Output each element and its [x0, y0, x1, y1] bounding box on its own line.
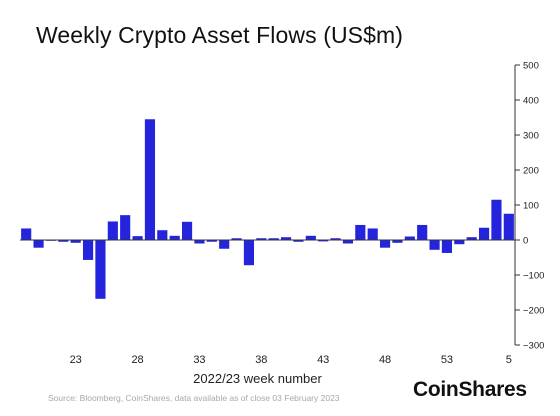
bar-week-20 [33, 240, 44, 248]
y-tick-label: 100 [523, 201, 539, 212]
bar-week-24 [82, 240, 94, 260]
bar-week-49 [392, 240, 403, 243]
bar-week-25 [95, 240, 106, 299]
bar-week-39 [268, 238, 279, 240]
bar-week-33 [194, 240, 205, 244]
y-tick-label: 300 [523, 131, 539, 142]
bar-week-1 [454, 240, 465, 245]
bar-week-50 [404, 236, 415, 240]
bar-week-19 [21, 228, 32, 240]
bar-week-41 [293, 240, 304, 242]
bar-week-40 [280, 237, 292, 240]
bar-week-37 [243, 240, 255, 266]
y-tick-label: 200 [523, 166, 539, 177]
bar-week-22 [58, 240, 69, 242]
bar-week-23 [70, 240, 81, 243]
chart-title: Weekly Crypto Asset Flows (US$m) [36, 22, 404, 48]
coinshares-logo: CoinShares [413, 378, 527, 401]
bar-week-5 [503, 213, 514, 240]
bar-week-47 [367, 228, 378, 240]
bar-week-26 [107, 221, 118, 240]
bar-week-48 [379, 240, 391, 248]
x-tick-label: 53 [441, 354, 453, 366]
x-tick-label: 28 [131, 354, 143, 366]
bar-week-32 [181, 221, 193, 240]
bar-week-46 [355, 224, 366, 240]
y-tick-label: 400 [523, 96, 539, 107]
y-tick-label: 0 [523, 236, 528, 247]
bar-week-27 [120, 215, 131, 240]
bar-week-53 [441, 240, 453, 253]
y-tick-label: −100 [523, 271, 544, 282]
x-tick-label: 38 [255, 354, 267, 366]
bar-week-31 [169, 235, 180, 240]
x-axis-label: 2022/23 week number [193, 371, 322, 386]
x-tick-label: 48 [379, 354, 391, 366]
axes: 500 400 300 200 100 0 −100 −200 −300 23 28 33 38 43 48… [20, 61, 544, 366]
bar-week-42 [305, 235, 316, 240]
source-note: Source: Bloomberg, CoinShares, data avai… [48, 393, 340, 403]
y-tick-label: −200 [523, 306, 544, 317]
x-tick-label: 33 [193, 354, 205, 366]
bar-week-3 [478, 227, 490, 240]
bar-week-51 [417, 224, 428, 240]
bar-week-45 [342, 240, 354, 244]
y-tick-label: −300 [523, 341, 544, 352]
bar-week-35 [219, 240, 230, 249]
bar-week-30 [157, 230, 168, 240]
bar-week-34 [206, 240, 217, 242]
bar-week-4 [491, 199, 502, 240]
bar-week-2 [466, 237, 477, 240]
bar-week-52 [429, 240, 440, 250]
bar-series [21, 119, 514, 299]
x-tick-label: 43 [317, 354, 329, 366]
x-tick-label: 23 [70, 354, 82, 366]
bar-week-43 [318, 240, 329, 242]
y-tick-label: 500 [523, 61, 539, 72]
bar-week-44 [330, 238, 341, 240]
bar-week-38 [256, 238, 267, 240]
x-tick-label: 5 [506, 354, 512, 366]
bar-week-36 [231, 238, 242, 240]
bar-week-29 [144, 119, 156, 240]
bar-week-28 [132, 236, 143, 240]
